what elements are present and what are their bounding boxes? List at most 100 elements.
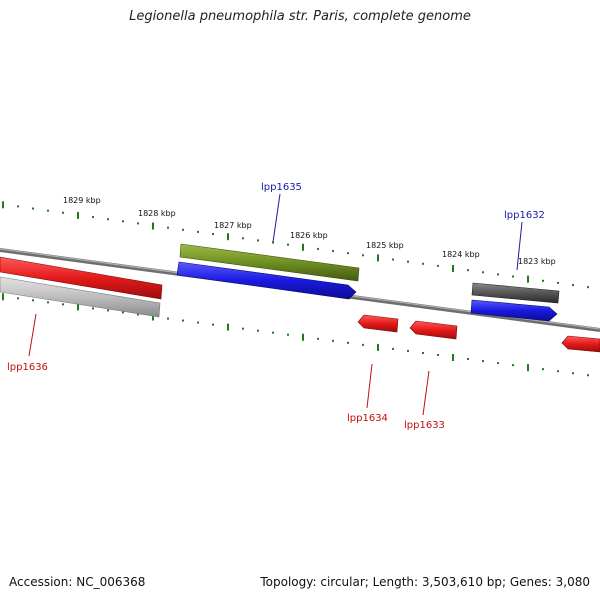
gene-lpp1632[interactable] [470,299,558,322]
outer-tick-minor [17,205,19,208]
inner-tick-minor [587,374,589,377]
outer-tick-major [77,211,79,219]
inner-tick-minor [497,362,499,365]
inner-tick-minor [542,368,544,371]
outer-tick-minor [212,233,214,236]
inner-tick-major [377,343,379,351]
inner-tick-minor [512,364,514,367]
kbp-label-1823: 1823 kbp [518,257,556,266]
outer-tick-minor [422,262,424,265]
outer-tick-minor [287,243,289,246]
outer-tick-minor [242,237,244,240]
inner-tick-major [2,293,4,301]
outer-tick-minor [122,220,124,223]
outer-tick-minor [32,207,34,210]
gene-lpp1634[interactable] [357,314,399,333]
gene-lpp1633[interactable] [409,320,458,340]
inner-tick-minor [392,347,394,350]
leader-lpp1633 [422,370,430,416]
outer-tick-minor [317,247,319,250]
inner-tick-major [302,333,304,341]
outer-tick-major [152,222,154,230]
label-lpp1635[interactable]: lpp1635 [261,182,302,193]
accession-text: Accession: NC_006368 [9,575,146,589]
leader-lpp1632 [516,221,523,271]
gene-blue-forward-1[interactable] [176,261,357,300]
outer-tick-minor [197,230,199,233]
outer-tick-minor [437,264,439,267]
kbp-label-1826: 1826 kbp [290,231,328,240]
outer-tick-major [227,233,229,241]
outer-tick-minor [137,222,139,225]
outer-tick-track [2,201,589,289]
label-lpp1634[interactable]: lpp1634 [347,413,388,424]
label-lpp1632[interactable]: lpp1632 [504,210,545,221]
inner-tick-minor [332,339,334,342]
genome-title: Legionella pneumophila str. Paris, compl… [129,9,471,24]
outer-tick-minor [347,252,349,255]
outer-tick-minor [92,216,94,219]
inner-tick-minor [347,341,349,344]
outer-tick-minor [167,226,169,229]
outer-tick-major [2,201,4,209]
kbp-label-1827: 1827 kbp [214,221,252,230]
outer-tick-minor [557,281,559,284]
outer-tick-minor [467,269,469,272]
gene-lpp1636[interactable] [0,256,163,300]
outer-tick-minor [107,218,109,221]
outer-tick-minor [572,284,574,287]
outer-tick-minor [407,260,409,263]
inner-tick-minor [17,297,19,300]
outer-tick-minor [257,239,259,242]
outer-tick-minor [332,250,334,253]
label-lpp1633[interactable]: lpp1633 [404,420,445,431]
outer-tick-major [527,275,529,283]
inner-tick-major [77,303,79,311]
gene-lpp1635[interactable] [179,243,360,282]
outer-tick-minor [62,211,64,214]
inner-tick-minor [407,349,409,352]
topology-summary-text: Topology: circular; Length: 3,503,610 bp… [260,575,590,589]
inner-tick-minor [317,337,319,340]
leader-lpp1634 [366,363,373,409]
inner-tick-major [527,364,529,372]
inner-tick-track [2,293,589,377]
inner-tick-minor [107,309,109,312]
inner-tick-minor [47,301,49,304]
inner-tick-major [227,323,229,331]
outer-tick-minor [392,258,394,261]
inner-tick-minor [272,331,274,334]
outer-tick-major [452,265,454,273]
inner-tick-minor [197,321,199,324]
gene-dark-forward[interactable] [471,282,560,304]
inner-tick-minor [167,317,169,320]
outer-tick-minor [362,254,364,257]
outer-tick-major [302,243,304,251]
outer-tick-major [377,254,379,262]
inner-tick-minor [242,327,244,330]
inner-tick-minor [572,372,574,375]
gene-gray-reverse[interactable] [0,276,161,318]
outer-tick-minor [272,241,274,244]
inner-tick-minor [122,311,124,314]
kbp-label-1829: 1829 kbp [63,196,101,205]
label-lpp1636[interactable]: lpp1636 [7,362,48,373]
kbp-label-1824: 1824 kbp [442,250,480,259]
kbp-label-1825: 1825 kbp [366,241,404,250]
outer-tick-minor [182,228,184,231]
inner-tick-minor [422,351,424,354]
inner-tick-minor [212,323,214,326]
inner-tick-minor [482,360,484,363]
inner-tick-minor [467,358,469,361]
inner-tick-minor [257,329,259,332]
inner-tick-major [452,354,454,362]
inner-tick-minor [182,319,184,322]
inner-tick-minor [557,370,559,373]
inner-tick-minor [137,313,139,316]
outer-tick-minor [587,286,589,289]
gene-red-reverse-edge[interactable] [561,335,600,353]
inner-tick-major [152,313,154,321]
inner-tick-minor [62,303,64,306]
inner-tick-minor [362,343,364,346]
